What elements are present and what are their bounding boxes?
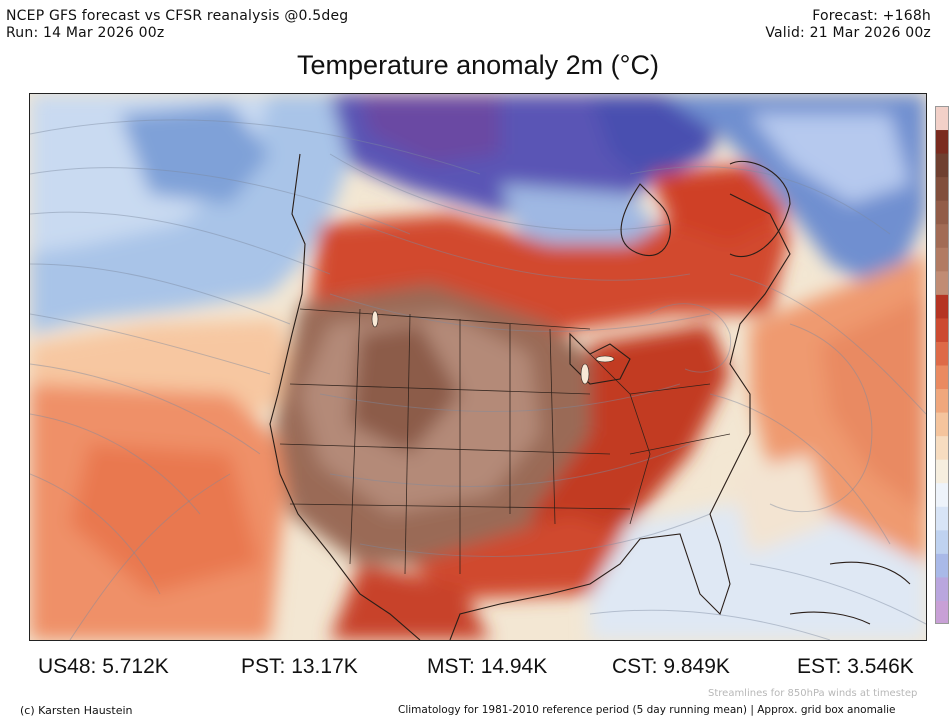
climatology-note: Climatology for 1981-2010 reference peri… (398, 704, 896, 716)
header-left: NCEP GFS forecast vs CFSR reanalysis @0.… (6, 8, 348, 42)
stat-est: EST: 3.546K (797, 655, 914, 678)
color-scale-step (935, 412, 949, 437)
color-scale-step (935, 459, 949, 484)
anomaly-field (30, 94, 926, 640)
source-line: NCEP GFS forecast vs CFSR reanalysis @0.… (6, 8, 349, 24)
color-scale-step (935, 341, 949, 366)
color-scale-step (935, 482, 949, 507)
color-scale-step (935, 153, 949, 178)
color-scale-step (935, 600, 949, 624)
color-scale-step (935, 176, 949, 201)
stat-cst: CST: 9.849K (612, 655, 730, 678)
color-scale-step (935, 435, 949, 460)
anomaly-map-svg (30, 94, 926, 640)
color-scale-step (935, 388, 949, 413)
color-scale-step (935, 270, 949, 295)
color-scale-step (935, 247, 949, 272)
color-scale-step (935, 506, 949, 531)
lakes (371, 310, 615, 385)
forecast-line: Forecast: +168h (812, 8, 931, 24)
color-scale-step (935, 317, 949, 342)
color-scale-step (935, 200, 949, 225)
state-borders (279, 308, 731, 575)
credit: (c) Karsten Haustein (20, 704, 133, 717)
color-scale-step (935, 576, 949, 601)
header-right: Forecast: +168h Valid: 21 Mar 2026 00z (765, 8, 931, 42)
color-scale-step (935, 529, 949, 554)
stat-mst: MST: 14.94K (427, 655, 548, 678)
color-scale-step (935, 365, 949, 390)
streamlines-note: Streamlines for 850hPa winds at timestep (708, 688, 918, 699)
anomaly-map (29, 93, 927, 641)
coastlines (269, 153, 911, 640)
color-scale-step (935, 553, 949, 578)
streamlines (30, 119, 926, 640)
color-scale-step (935, 294, 949, 319)
color-scale-bar (935, 106, 949, 624)
color-scale-step (935, 106, 949, 131)
color-scale-step (935, 129, 949, 154)
stat-pst: PST: 13.17K (241, 655, 358, 678)
valid-line: Valid: 21 Mar 2026 00z (765, 25, 931, 41)
map-title: Temperature anomaly 2m (°C) (297, 50, 659, 80)
regional-stats: US48: 5.712K PST: 13.17K MST: 14.94K CST… (0, 655, 949, 681)
stat-us48: US48: 5.712K (38, 655, 169, 678)
run-line: Run: 14 Mar 2026 00z (6, 25, 165, 41)
color-scale-step (935, 223, 949, 248)
